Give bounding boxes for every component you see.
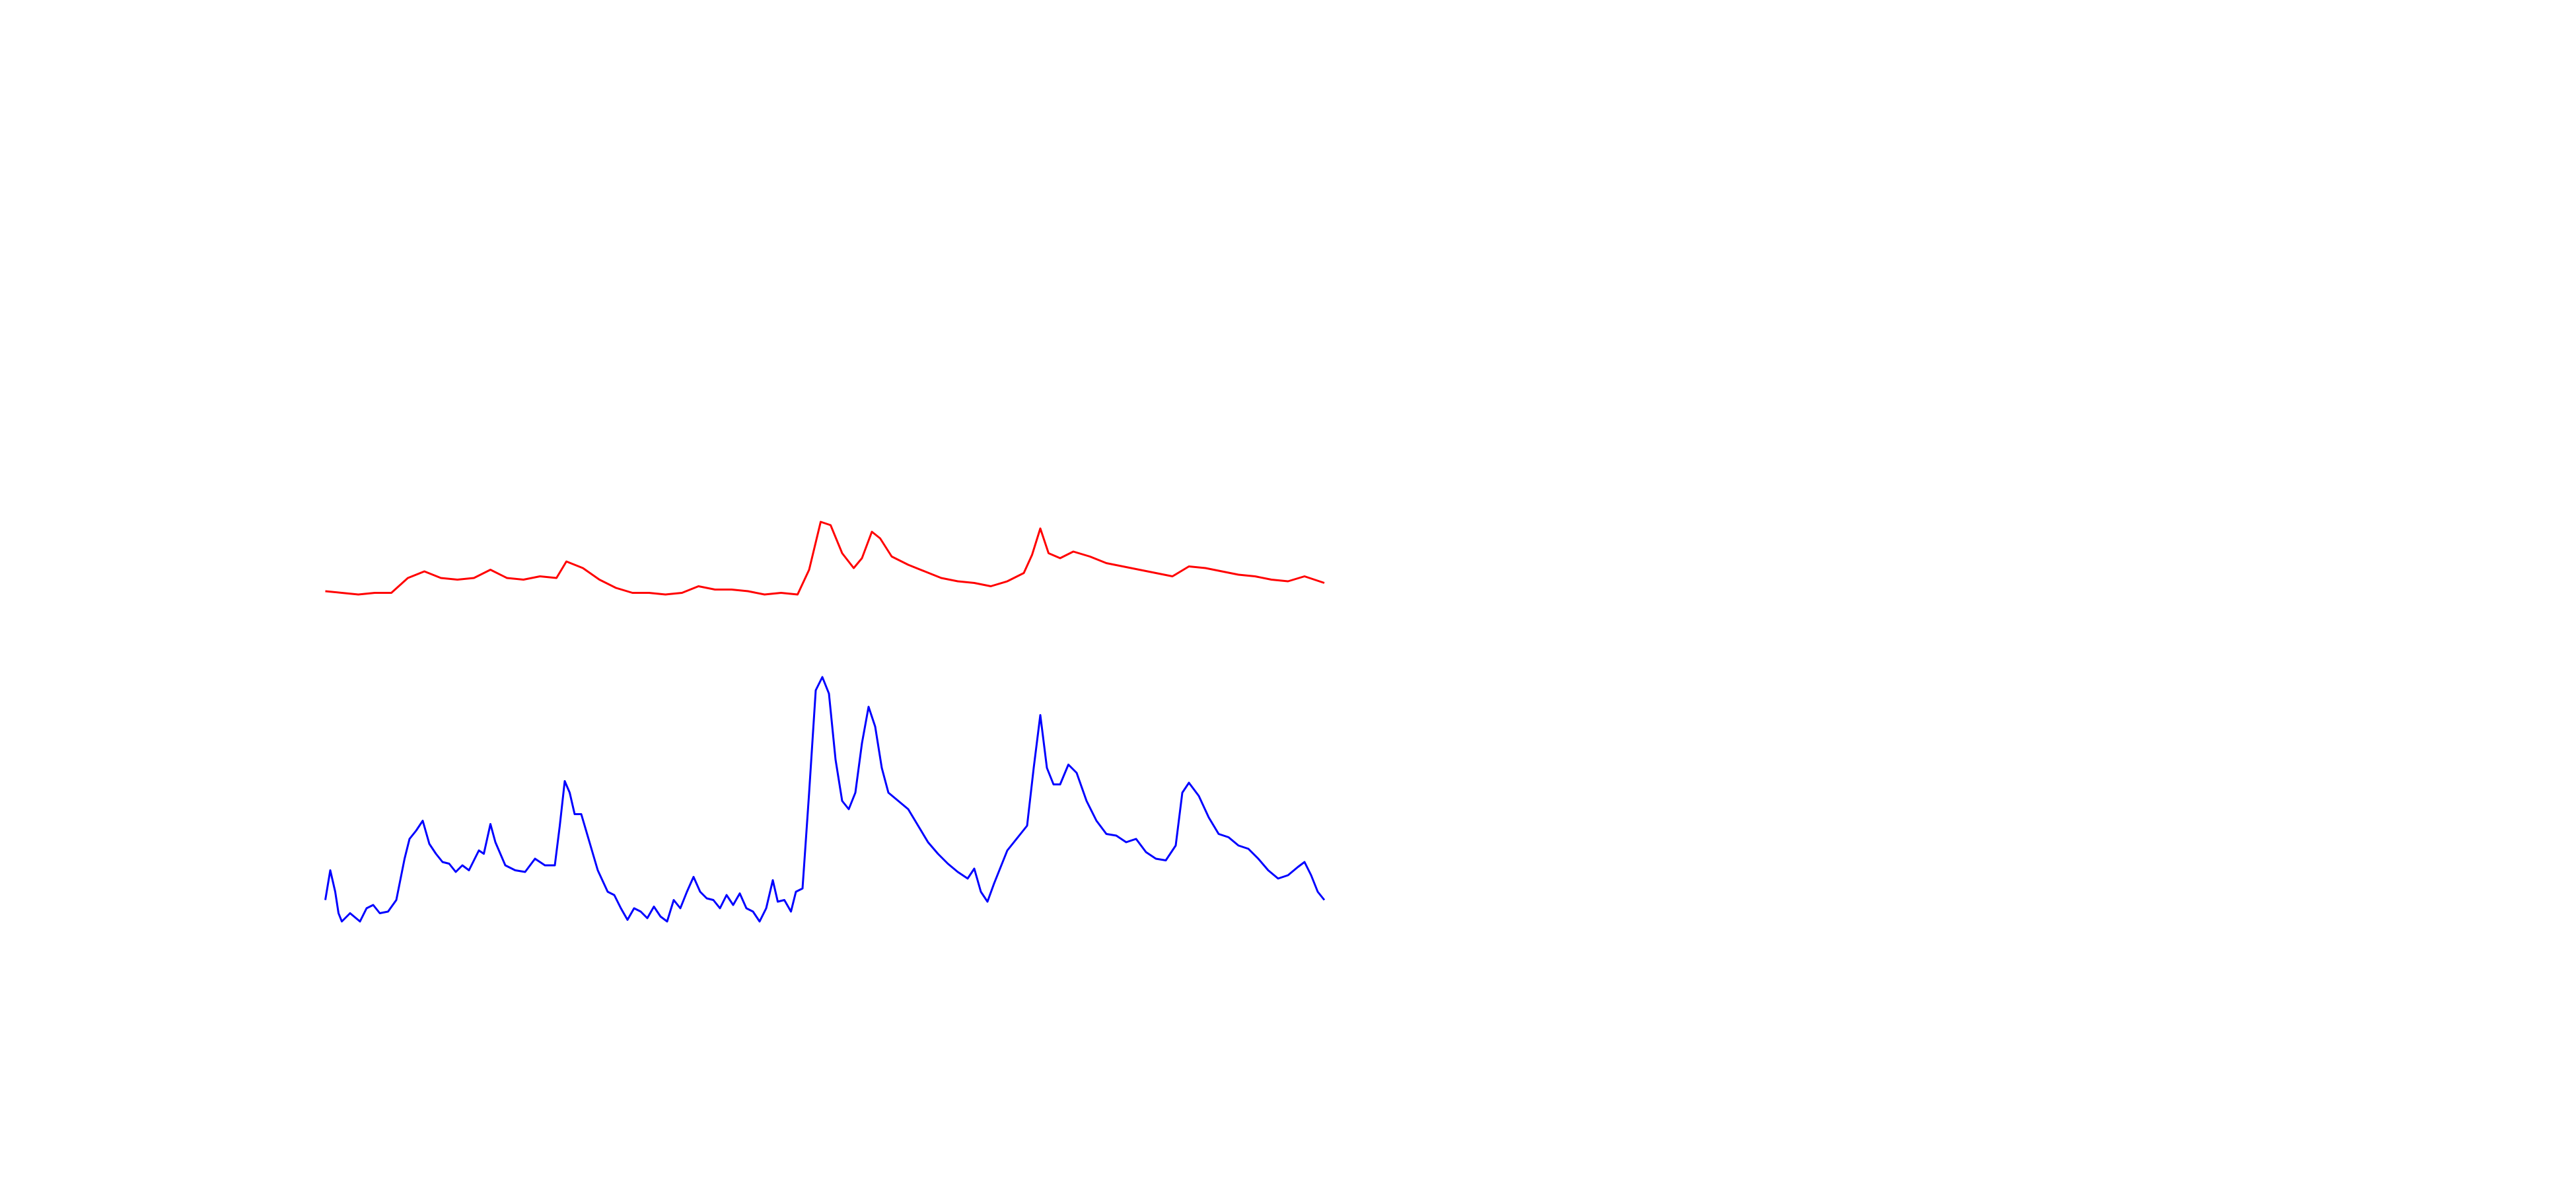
line-series bbox=[324, 676, 1326, 923]
line-series bbox=[325, 521, 1325, 596]
